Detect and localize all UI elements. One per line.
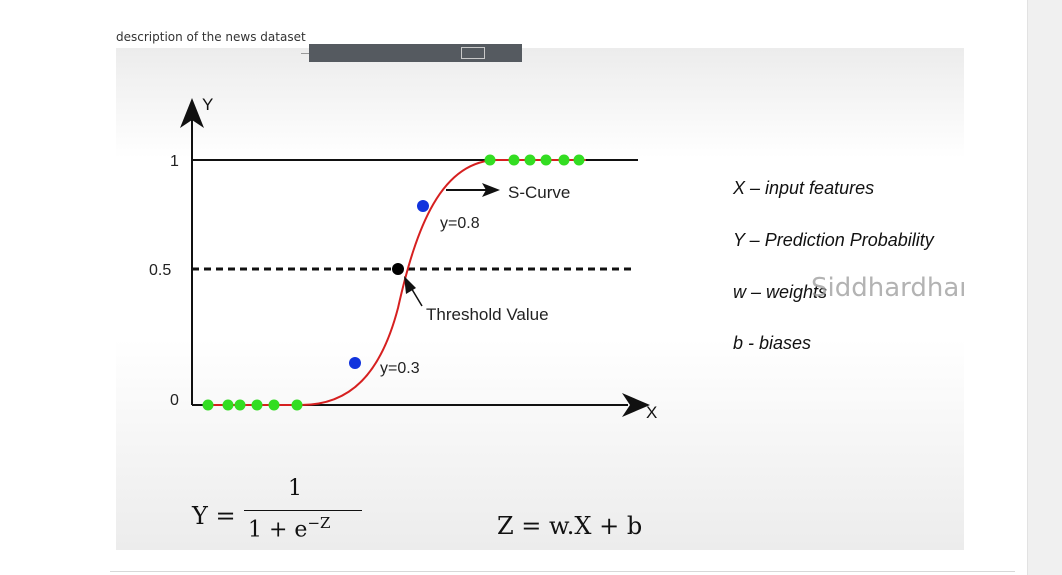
green-dot bbox=[484, 154, 496, 166]
green-dot bbox=[202, 399, 214, 411]
linear-formula: Z = w.X + b bbox=[497, 512, 643, 540]
formula-lhs: Y = bbox=[192, 502, 236, 530]
page-caption: description of the news dataset bbox=[116, 30, 306, 44]
formula-denominator: 1 + e−Z bbox=[248, 514, 330, 542]
blue-point-low bbox=[349, 357, 361, 369]
green-dots-top bbox=[484, 154, 585, 166]
green-dot bbox=[268, 399, 280, 411]
blue-point-high bbox=[417, 200, 429, 212]
s-curve-label: S-Curve bbox=[508, 183, 570, 202]
threshold-point bbox=[392, 263, 404, 275]
legend-w-line: w – weights bbox=[733, 282, 828, 302]
tick-label-0-5: 0.5 bbox=[149, 262, 171, 279]
green-dot bbox=[251, 399, 263, 411]
sigmoid-formula: Y = 1 1 + e−Z bbox=[192, 476, 372, 546]
green-dot bbox=[558, 154, 570, 166]
green-dot bbox=[508, 154, 520, 166]
video-control-bar[interactable] bbox=[301, 44, 522, 62]
s-curve-pointer-arrow-icon bbox=[482, 183, 500, 197]
tick-label-1: 1 bbox=[170, 153, 179, 170]
y-axis-arrow-icon bbox=[180, 98, 204, 128]
threshold-pointer-arrow-icon bbox=[404, 276, 416, 294]
watermark-text: Siddhardhan bbox=[811, 273, 964, 303]
sigmoid-graph: Y X 1 0.5 0 S-Curve y=0.8 y=0.3 Threshol… bbox=[149, 95, 657, 422]
threshold-value-label: Threshold Value bbox=[426, 305, 549, 324]
s-curve bbox=[204, 159, 586, 406]
fullscreen-icon[interactable] bbox=[461, 47, 485, 59]
y-0-3-label: y=0.3 bbox=[380, 360, 420, 377]
green-dot bbox=[234, 399, 246, 411]
formula-exponent: −Z bbox=[307, 514, 331, 532]
x-axis-label: X bbox=[646, 403, 657, 422]
formula-fraction-bar bbox=[244, 510, 362, 511]
legend-x-line: X – input features bbox=[733, 178, 875, 198]
green-dot bbox=[524, 154, 536, 166]
y-0-8-label: y=0.8 bbox=[440, 215, 480, 232]
y-axis-label: Y bbox=[202, 95, 213, 114]
legend-b-line: b - biases bbox=[733, 333, 812, 353]
video-bar-line bbox=[301, 53, 309, 54]
logistic-regression-slide: Y X 1 0.5 0 S-Curve y=0.8 y=0.3 Threshol… bbox=[116, 48, 964, 550]
green-dot bbox=[291, 399, 303, 411]
tick-label-0: 0 bbox=[170, 392, 179, 409]
vertical-scrollbar[interactable] bbox=[1027, 0, 1062, 575]
formula-numerator: 1 bbox=[288, 476, 302, 501]
formula-denominator-base: 1 + e bbox=[248, 517, 308, 543]
divider bbox=[110, 571, 1015, 572]
x-axis-arrow-icon bbox=[622, 393, 650, 417]
green-dot bbox=[573, 154, 585, 166]
green-dot bbox=[540, 154, 552, 166]
green-dots-bottom bbox=[202, 399, 303, 411]
green-dot bbox=[222, 399, 234, 411]
legend-y-line: Y – Prediction Probability bbox=[733, 230, 934, 250]
